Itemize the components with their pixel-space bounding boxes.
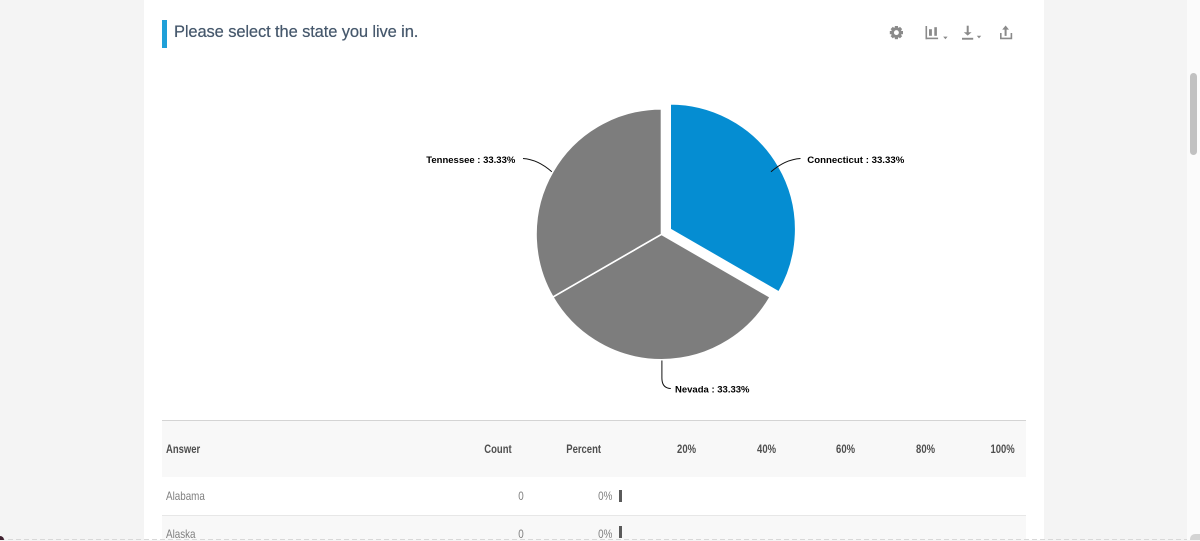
svg-text:Tennessee : 33.33%: Tennessee : 33.33% <box>426 155 515 165</box>
svg-text:Connecticut : 33.33%: Connecticut : 33.33% <box>807 155 904 165</box>
svg-text:Nevada : 33.33%: Nevada : 33.33% <box>675 385 750 395</box>
